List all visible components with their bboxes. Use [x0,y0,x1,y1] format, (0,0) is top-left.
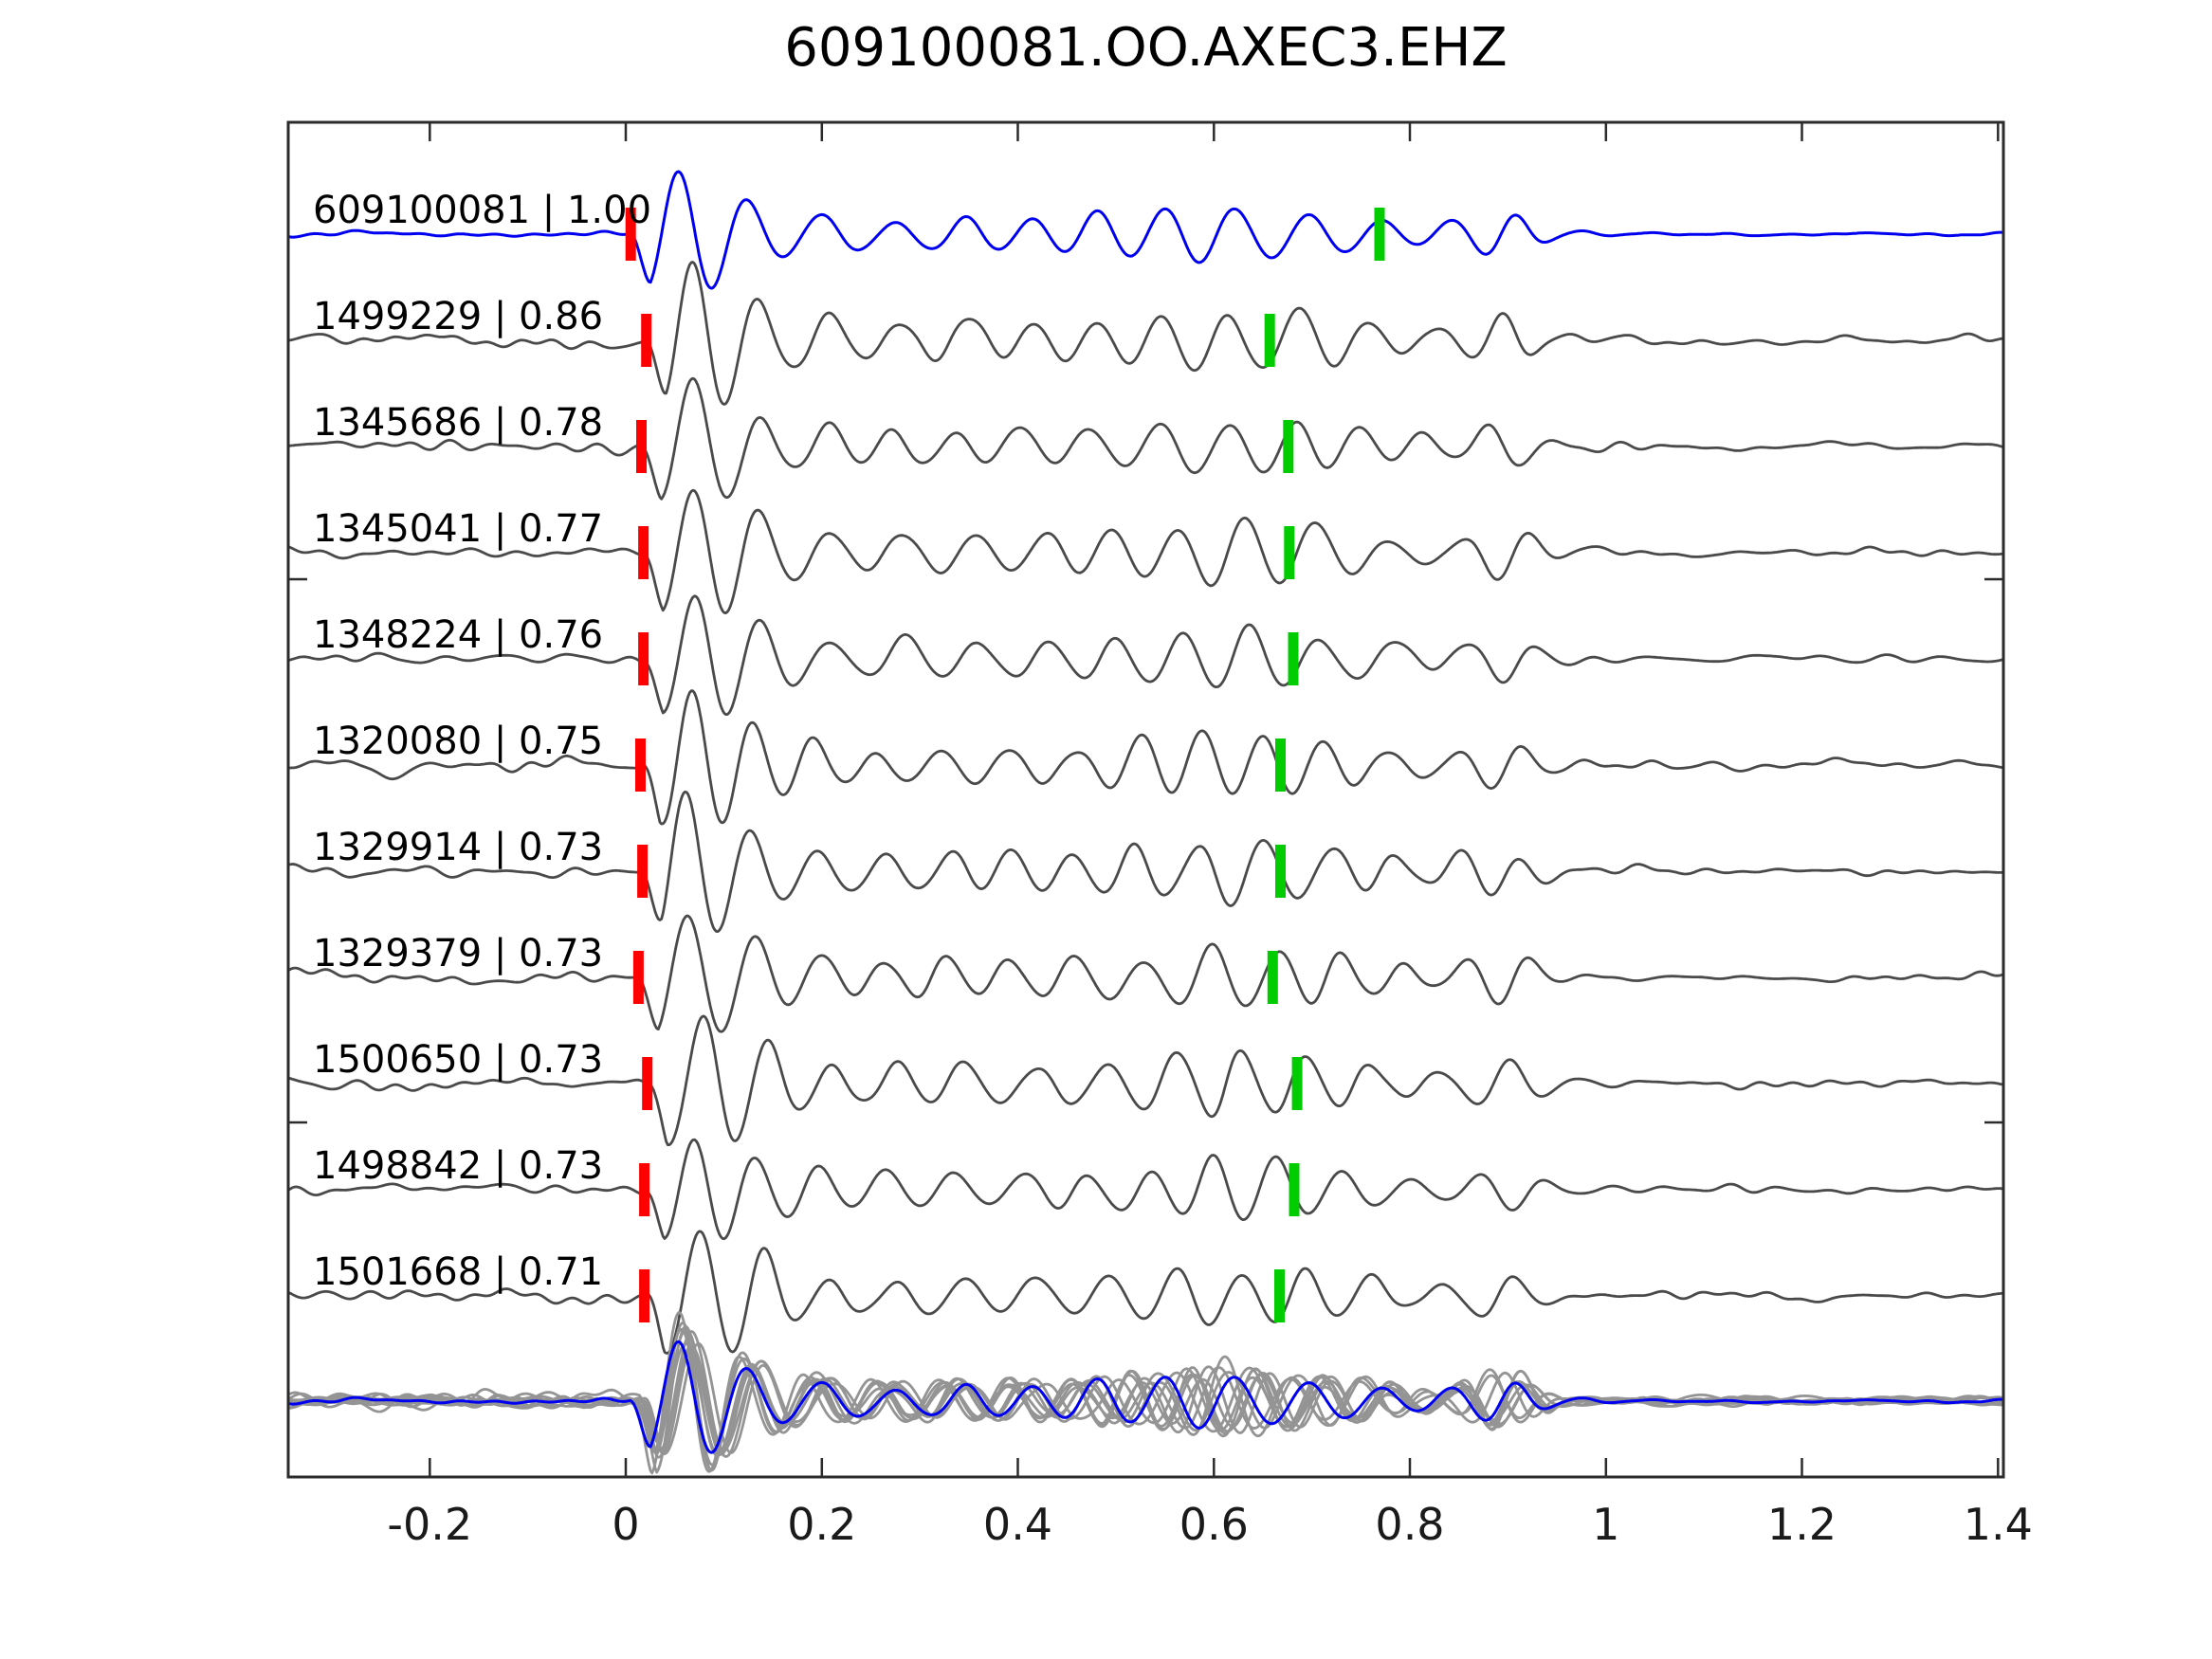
trace-label: 1498842 | 0.73 [313,1144,603,1188]
tick-labels-layer: -0.2 0 0.2 0.4 0.6 0.8 1 1.2 1.4 [387,1499,2032,1550]
x-tick-label: 0.4 [983,1499,1052,1550]
overlay-template-trace [288,1340,2002,1454]
red-pick-marker [641,314,652,367]
figure-title: 609100081.OO.AXEC3.EHZ [784,17,1508,79]
detection-trace [288,261,2003,406]
detection-trace [288,1014,2003,1146]
axes-box [286,120,2005,1479]
trace-label: 1320080 | 0.75 [313,720,603,763]
detection-trace [288,914,2003,1033]
green-pick-marker [1275,845,1286,898]
red-pick-marker [632,951,644,1004]
red-pick-marker [639,1163,650,1216]
red-pick-marker [639,1269,650,1322]
trace-label: 1500650 | 0.73 [313,1038,603,1082]
detection-trace [288,376,2003,501]
red-pick-marker [635,738,646,792]
green-pick-marker [1374,208,1385,261]
x-tick-label: 1.2 [1767,1499,1837,1550]
trace-label: 1345686 | 0.78 [313,401,603,445]
red-pick-marker [636,420,647,473]
red-pick-marker [625,208,636,261]
green-pick-marker [1267,951,1278,1004]
trace-labels-layer: 609100081 | 1.00 1499229 | 0.86 1345686 | … [313,189,651,1294]
green-pick-marker [1264,314,1275,367]
x-tick-label: 1 [1592,1499,1619,1550]
red-pick-marker [642,1057,653,1110]
trace-label: 1348224 | 0.76 [313,613,603,657]
x-tick-label: 0.8 [1375,1499,1444,1550]
red-pick-marker [638,526,649,579]
detection-trace [288,594,2003,716]
pick-markers-layer [625,208,1385,1322]
green-pick-marker [1284,526,1295,579]
x-tick-label: -0.2 [387,1499,472,1550]
x-tick-label: 1.4 [1964,1499,2033,1550]
trace-label: 1501668 | 0.71 [313,1250,603,1294]
green-pick-marker [1275,738,1286,792]
green-pick-marker [1288,632,1299,685]
red-pick-marker [637,845,649,898]
trace-label: 1329379 | 0.73 [313,932,603,975]
traces-layer [288,170,2003,1475]
template-trace [288,170,2003,290]
detection-trace [288,790,2003,933]
detection-trace [288,1230,2003,1355]
detection-trace [288,1138,2003,1241]
trace-label: 1329914 | 0.73 [313,826,603,869]
trace-label: 1345041 | 0.77 [313,507,603,551]
red-pick-marker [638,632,649,685]
x-tick-label: 0.6 [1179,1499,1249,1550]
trace-label: 609100081 | 1.00 [313,189,651,232]
axes-layer [286,120,2005,1479]
green-pick-marker [1274,1269,1285,1322]
overlay-gray-trace [288,1341,2003,1455]
green-pick-marker [1291,1057,1303,1110]
x-tick-label: 0 [612,1499,639,1550]
green-pick-marker [1289,1163,1300,1216]
detection-trace [288,488,2003,614]
trace-label: 1499229 | 0.86 [313,295,603,338]
green-pick-marker [1283,420,1294,473]
x-tick-label: 0.2 [787,1499,856,1550]
detection-trace [288,689,2003,826]
